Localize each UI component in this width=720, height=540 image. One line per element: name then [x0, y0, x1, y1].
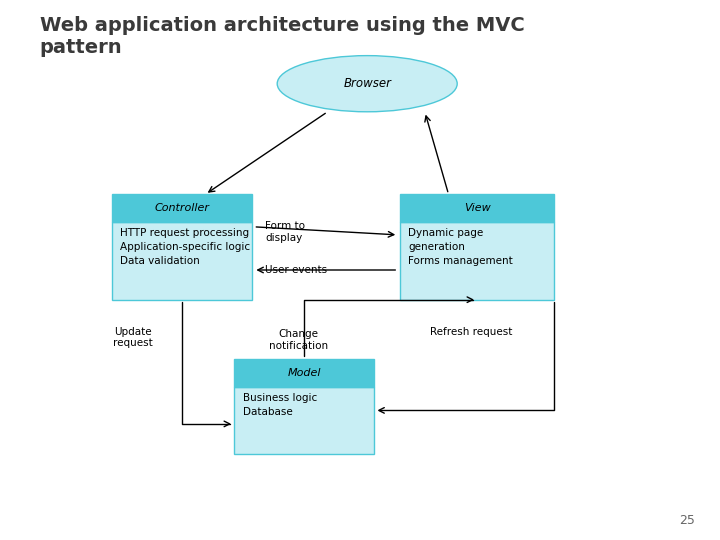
Ellipse shape — [277, 56, 457, 112]
FancyBboxPatch shape — [112, 222, 252, 300]
Text: View: View — [464, 204, 490, 213]
FancyBboxPatch shape — [234, 387, 374, 454]
Text: Update
request: Update request — [113, 327, 153, 348]
Text: Business logic
Database: Business logic Database — [243, 393, 317, 416]
Text: Form to
display: Form to display — [265, 221, 305, 243]
Text: HTTP request processing
Application-specific logic
Data validation: HTTP request processing Application-spec… — [120, 228, 251, 266]
Text: Controller: Controller — [154, 204, 210, 213]
FancyBboxPatch shape — [400, 194, 554, 222]
Text: Dynamic page
generation
Forms management: Dynamic page generation Forms management — [408, 228, 513, 266]
FancyBboxPatch shape — [234, 359, 374, 387]
Text: Model: Model — [287, 368, 321, 378]
FancyBboxPatch shape — [112, 194, 252, 222]
Text: Browser: Browser — [343, 77, 391, 90]
Text: Change
notification: Change notification — [269, 329, 328, 351]
Text: Web application architecture using the MVC
pattern: Web application architecture using the M… — [40, 16, 524, 57]
Text: User events: User events — [265, 265, 327, 275]
FancyBboxPatch shape — [400, 222, 554, 300]
Text: 25: 25 — [679, 514, 695, 526]
Text: Refresh request: Refresh request — [431, 327, 513, 337]
